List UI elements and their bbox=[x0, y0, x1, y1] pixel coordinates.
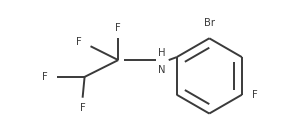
Text: F: F bbox=[76, 37, 81, 47]
Text: N: N bbox=[158, 65, 166, 75]
Text: F: F bbox=[252, 90, 257, 100]
Text: Br: Br bbox=[204, 18, 215, 28]
Text: H: H bbox=[158, 48, 166, 58]
Text: F: F bbox=[80, 103, 85, 113]
Text: F: F bbox=[42, 72, 48, 82]
Text: F: F bbox=[115, 23, 121, 33]
